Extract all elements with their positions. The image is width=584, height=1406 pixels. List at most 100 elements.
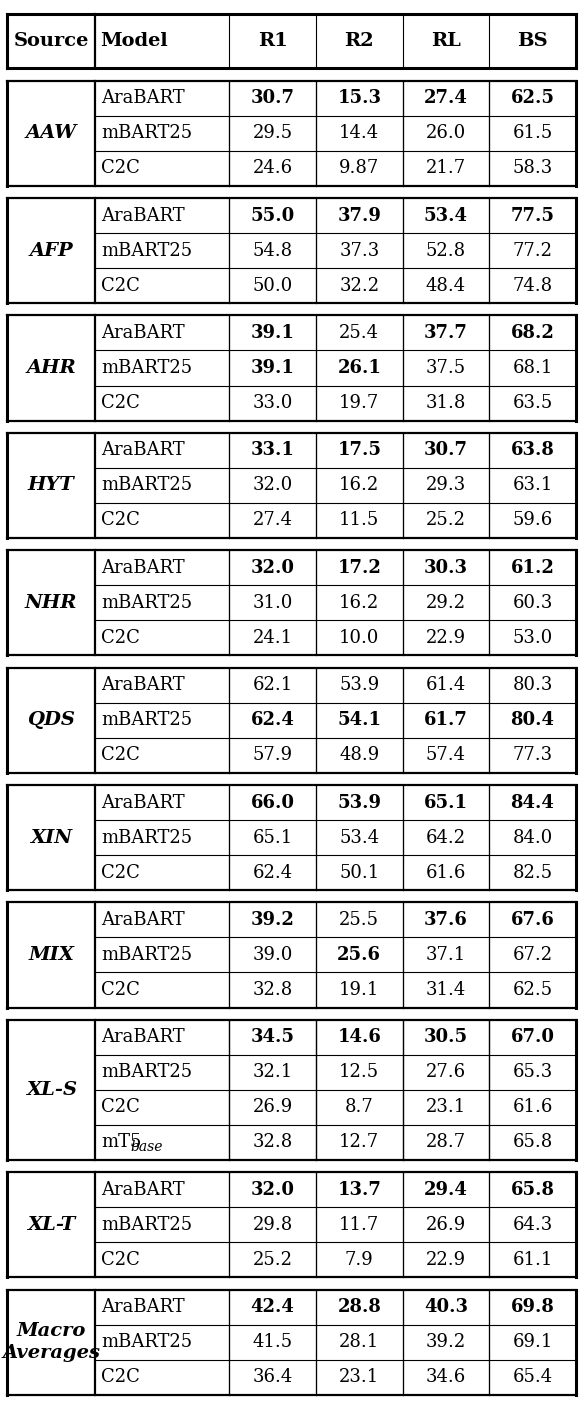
Text: 9.87: 9.87	[339, 159, 380, 177]
Text: MIX: MIX	[28, 946, 74, 965]
Text: AraBART: AraBART	[101, 1028, 185, 1046]
Text: mBART25: mBART25	[101, 593, 192, 612]
Text: 22.9: 22.9	[426, 628, 466, 647]
Text: 27.6: 27.6	[426, 1063, 466, 1081]
Text: 29.5: 29.5	[252, 124, 293, 142]
Text: 24.1: 24.1	[252, 628, 293, 647]
Text: 26.0: 26.0	[426, 124, 466, 142]
Text: mBART25: mBART25	[101, 242, 192, 260]
Text: 21.7: 21.7	[426, 159, 466, 177]
Text: 12.7: 12.7	[339, 1133, 380, 1152]
Text: 69.1: 69.1	[512, 1333, 552, 1351]
Text: 84.0: 84.0	[512, 828, 552, 846]
Text: mBART25: mBART25	[101, 359, 192, 377]
Text: mT5: mT5	[101, 1133, 141, 1152]
Text: 19.7: 19.7	[339, 394, 380, 412]
Text: 39.2: 39.2	[426, 1333, 466, 1351]
Text: 31.4: 31.4	[426, 981, 466, 1000]
Text: C2C: C2C	[101, 1251, 140, 1268]
Text: 25.2: 25.2	[426, 512, 466, 530]
Text: 37.7: 37.7	[424, 323, 468, 342]
Text: 33.1: 33.1	[251, 441, 294, 460]
Text: 32.1: 32.1	[252, 1063, 293, 1081]
Text: 65.8: 65.8	[510, 1181, 555, 1199]
Text: 24.6: 24.6	[252, 159, 293, 177]
Text: 48.9: 48.9	[339, 747, 380, 765]
Text: 68.1: 68.1	[512, 359, 552, 377]
Text: 37.6: 37.6	[424, 911, 468, 929]
Text: 77.5: 77.5	[510, 207, 555, 225]
Text: 63.1: 63.1	[512, 477, 552, 495]
Text: 55.0: 55.0	[251, 207, 295, 225]
Text: 19.1: 19.1	[339, 981, 380, 1000]
Text: 61.2: 61.2	[510, 558, 554, 576]
Text: 31.8: 31.8	[426, 394, 466, 412]
Text: 77.3: 77.3	[513, 747, 552, 765]
Text: mBART25: mBART25	[101, 1333, 192, 1351]
Text: 53.4: 53.4	[424, 207, 468, 225]
Text: 57.9: 57.9	[252, 747, 293, 765]
Text: 54.1: 54.1	[337, 711, 381, 730]
Text: 53.0: 53.0	[512, 628, 552, 647]
Text: 32.8: 32.8	[252, 1133, 293, 1152]
Text: 67.2: 67.2	[513, 946, 552, 965]
Text: 84.4: 84.4	[510, 793, 554, 811]
Text: AraBART: AraBART	[101, 558, 185, 576]
Text: 16.2: 16.2	[339, 593, 380, 612]
Text: 17.2: 17.2	[338, 558, 381, 576]
Text: 63.5: 63.5	[512, 394, 552, 412]
Text: 23.1: 23.1	[426, 1098, 466, 1116]
Text: 29.4: 29.4	[424, 1181, 468, 1199]
Text: 65.4: 65.4	[513, 1368, 552, 1386]
Text: 8.7: 8.7	[345, 1098, 374, 1116]
Text: 65.8: 65.8	[512, 1133, 552, 1152]
Text: mBART25: mBART25	[101, 828, 192, 846]
Text: 11.7: 11.7	[339, 1216, 380, 1234]
Text: 37.5: 37.5	[426, 359, 466, 377]
Text: 15.3: 15.3	[337, 89, 381, 107]
Text: 57.4: 57.4	[426, 747, 466, 765]
Text: 29.3: 29.3	[426, 477, 466, 495]
Text: 23.1: 23.1	[339, 1368, 380, 1386]
Text: 26.9: 26.9	[252, 1098, 293, 1116]
Text: 32.0: 32.0	[251, 558, 294, 576]
Text: AraBART: AraBART	[101, 676, 185, 695]
Text: 39.2: 39.2	[251, 911, 294, 929]
Text: XIN: XIN	[30, 828, 72, 846]
Text: 65.1: 65.1	[252, 828, 293, 846]
Text: 26.9: 26.9	[426, 1216, 466, 1234]
Text: AraBART: AraBART	[101, 89, 185, 107]
Text: 39.1: 39.1	[251, 323, 294, 342]
Text: 61.5: 61.5	[512, 124, 552, 142]
Text: AraBART: AraBART	[101, 207, 185, 225]
Text: 42.4: 42.4	[251, 1298, 294, 1316]
Text: AraBART: AraBART	[101, 793, 185, 811]
Text: 61.7: 61.7	[424, 711, 468, 730]
Text: AraBART: AraBART	[101, 323, 185, 342]
Text: 65.1: 65.1	[424, 793, 468, 811]
Text: Source: Source	[13, 32, 89, 51]
Text: 69.8: 69.8	[510, 1298, 554, 1316]
Text: 54.8: 54.8	[252, 242, 293, 260]
Text: 17.5: 17.5	[337, 441, 381, 460]
Text: 30.5: 30.5	[424, 1028, 468, 1046]
Text: 62.4: 62.4	[251, 711, 294, 730]
Text: mBART25: mBART25	[101, 477, 192, 495]
Text: 53.9: 53.9	[339, 676, 380, 695]
Text: 10.0: 10.0	[339, 628, 380, 647]
Text: 37.9: 37.9	[338, 207, 381, 225]
Text: 61.1: 61.1	[512, 1251, 552, 1268]
Text: 32.8: 32.8	[252, 981, 293, 1000]
Text: 26.1: 26.1	[338, 359, 381, 377]
Text: 29.2: 29.2	[426, 593, 466, 612]
Text: AraBART: AraBART	[101, 441, 185, 460]
Text: 7.9: 7.9	[345, 1251, 374, 1268]
Text: 62.5: 62.5	[513, 981, 552, 1000]
Text: 32.0: 32.0	[252, 477, 293, 495]
Text: 63.8: 63.8	[510, 441, 554, 460]
Text: 13.7: 13.7	[338, 1181, 381, 1199]
Text: 25.4: 25.4	[339, 323, 379, 342]
Text: AAW: AAW	[26, 124, 77, 142]
Text: 48.4: 48.4	[426, 277, 466, 295]
Text: 58.3: 58.3	[512, 159, 552, 177]
